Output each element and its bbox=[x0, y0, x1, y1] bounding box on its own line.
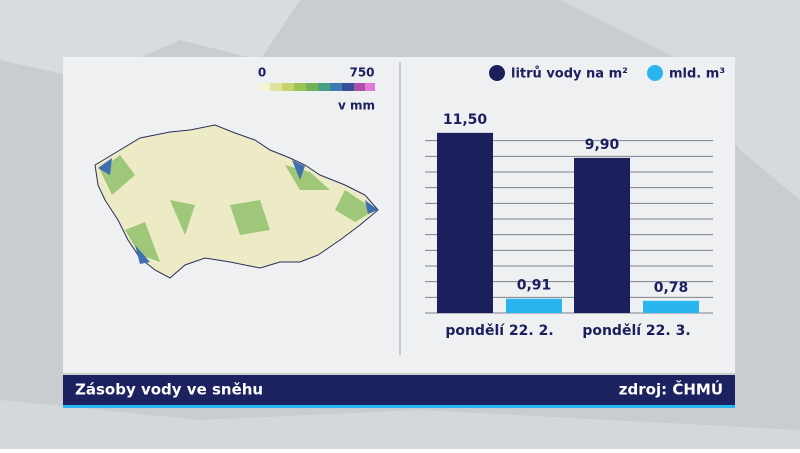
x-tick-label: pondělí 22. 2. bbox=[445, 323, 553, 339]
footer-bar bbox=[63, 375, 735, 405]
x-tick-label: pondělí 22. 3. bbox=[582, 323, 690, 339]
map-snow bbox=[100, 155, 375, 262]
bar bbox=[437, 132, 493, 313]
scale-max: 750 bbox=[349, 66, 374, 80]
legend-swatch bbox=[647, 65, 663, 81]
legend-label: mld. m³ bbox=[669, 67, 725, 82]
scale-unit: v mm bbox=[338, 99, 375, 113]
bar bbox=[643, 300, 699, 313]
color-scale bbox=[258, 83, 375, 91]
bg-land bbox=[560, 0, 800, 200]
bg-land bbox=[0, 400, 800, 449]
value-label: 0,91 bbox=[517, 278, 552, 294]
footer-source: zdroj: ČHMÚ bbox=[619, 380, 723, 399]
scale-min: 0 bbox=[258, 66, 266, 80]
legend-swatch bbox=[489, 65, 505, 81]
value-label: 9,90 bbox=[585, 137, 620, 153]
bar bbox=[506, 298, 562, 313]
bar bbox=[574, 157, 630, 313]
legend-label: litrů vody na m² bbox=[511, 67, 628, 82]
bar-chart: litrů vody na m² mld. m³ 11,50 0,91 pondělí … bbox=[425, 65, 725, 339]
footer-line bbox=[63, 405, 735, 408]
value-label: 11,50 bbox=[443, 112, 488, 128]
footer-title: Zásoby vody ve sněhu bbox=[75, 381, 263, 399]
value-label: 0,78 bbox=[654, 280, 689, 296]
